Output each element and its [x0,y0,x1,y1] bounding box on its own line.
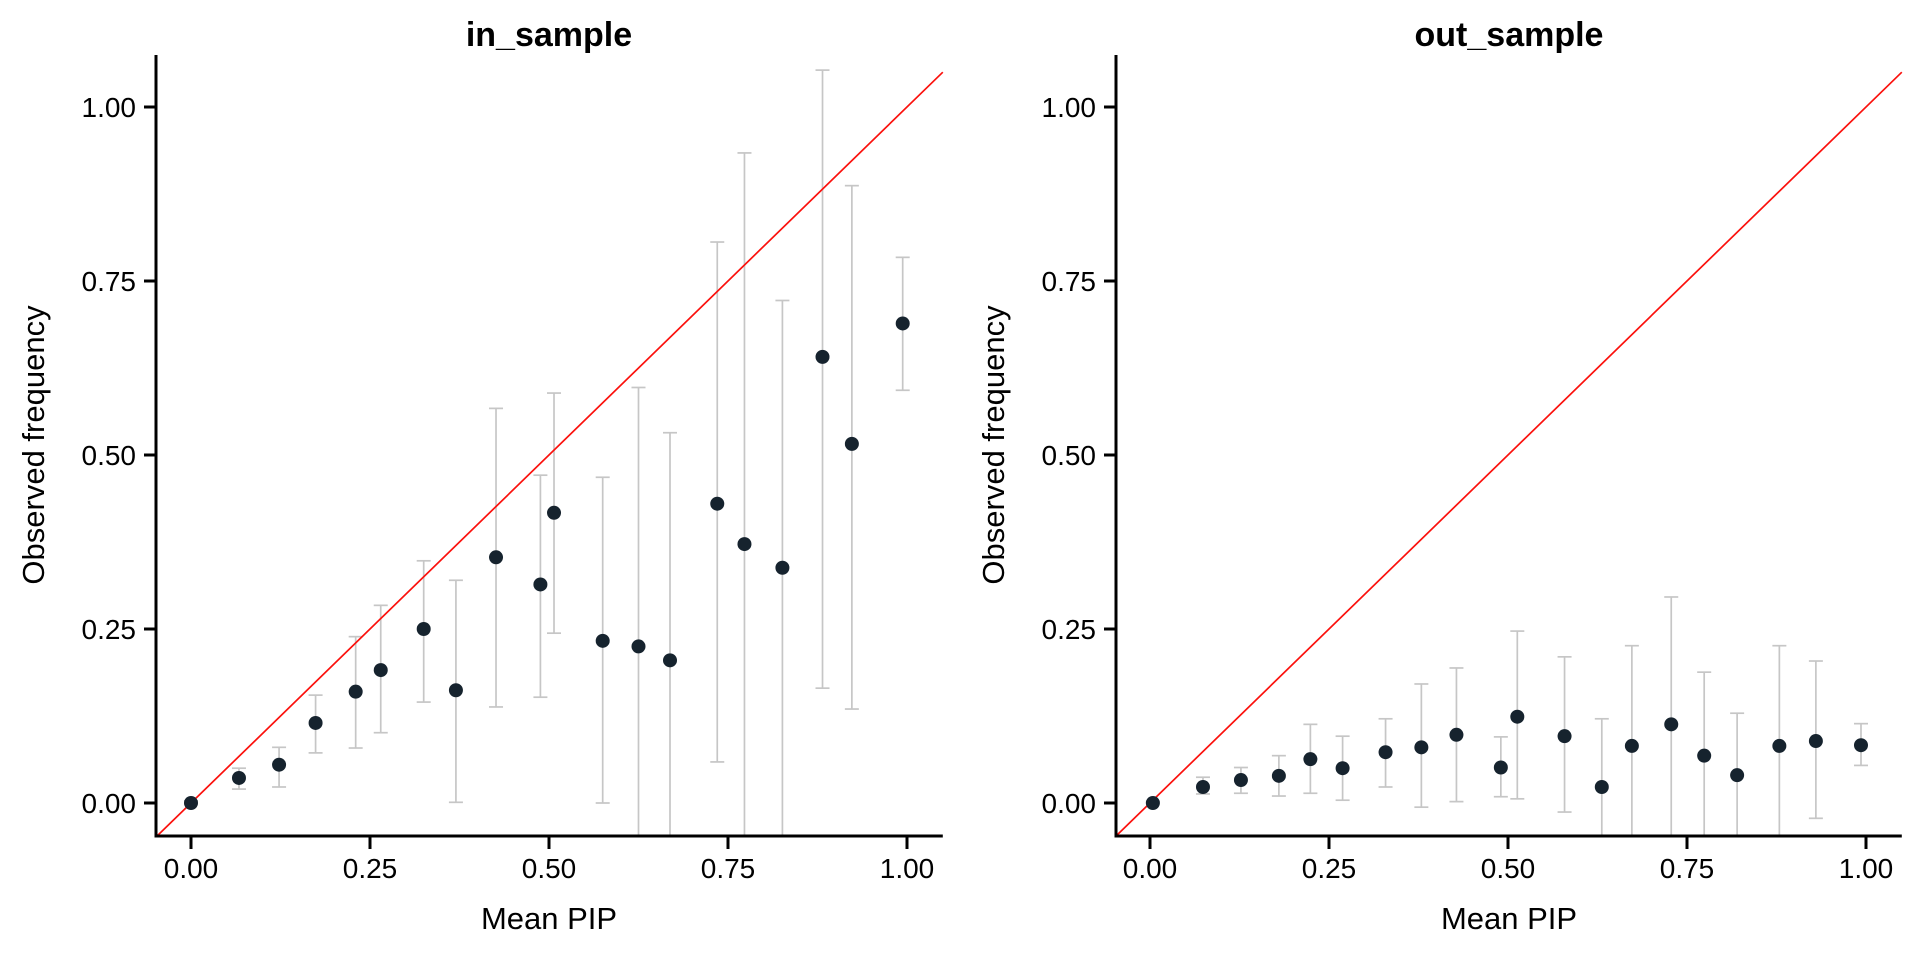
y-tick-label: 0.25 [1042,614,1097,645]
panel-title: in_sample [466,16,632,54]
data-point [348,684,363,699]
data-point [1772,738,1787,753]
data-point [895,316,910,331]
data-point [631,639,646,654]
y-tick-label: 0.50 [82,440,137,471]
data-point [1271,768,1286,783]
data-point [1335,761,1350,776]
data-point [489,550,504,565]
data-point [1449,727,1464,742]
x-tick-label: 1.00 [1839,853,1894,884]
x-tick-label: 0.75 [701,853,756,884]
x-tick-label: 0.25 [343,853,398,884]
x-axis-title: Mean PIP [1441,901,1577,936]
data-point [416,622,431,636]
y-tick-label: 0.00 [1042,788,1097,819]
error-bar [1594,717,1609,835]
data-point [1730,768,1745,783]
x-tick-label: 0.75 [1660,853,1715,884]
data-point [595,633,610,648]
y-tick-label: 0.50 [1042,440,1097,471]
y-tick-label: 0.00 [82,788,137,819]
y-tick-label: 0.75 [1042,266,1097,297]
panel-in-sample: in_sample Mean PIP Observed frequency 0.… [16,16,944,936]
data-point [308,715,323,730]
x-tick-label: 1.00 [880,853,935,884]
error-bar [737,152,752,835]
panel-plot-area: 0.00 0.25 0.50 0.75 1.00 0.00 0.25 0.50 0.75 1.00 [1042,55,1903,884]
data-point [272,757,287,772]
error-bar [1664,596,1679,835]
error-bar [631,386,646,835]
data-point [373,663,388,678]
data-point [1378,745,1393,760]
data-point [1145,796,1160,810]
data-point [1594,779,1609,794]
data-point [1853,738,1868,753]
data-point [737,537,752,552]
x-tick-label: 0.25 [1302,853,1357,884]
data-point [710,496,725,511]
panel-title: out_sample [1415,16,1604,54]
x-tick-label: 0.50 [1481,853,1536,884]
y-tick-label: 0.25 [82,614,137,645]
data-point [844,436,859,451]
data-point [1624,738,1639,753]
identity-reference-line [1116,71,1903,836]
data-point [775,560,790,575]
y-tick-label: 1.00 [1042,92,1097,123]
data-point [1697,748,1712,763]
x-tick-label: 0.00 [164,853,219,884]
error-bar [815,69,830,690]
panel-out-sample: out_sample Mean PIP Observed frequency 0… [976,16,1903,936]
y-axis-title: Observed frequency [16,305,51,585]
y-tick-label: 0.75 [82,266,137,297]
data-point [1414,740,1429,755]
x-tick-label: 0.50 [522,853,577,884]
error-bar [663,431,678,835]
data-point [663,653,678,668]
data-point [815,349,830,364]
y-axis-title: Observed frequency [976,305,1011,585]
data-point [1664,717,1679,732]
data-point [1493,760,1508,775]
data-point [547,505,562,520]
x-tick-label: 0.00 [1123,853,1178,884]
data-point [1808,734,1823,749]
y-tick-label: 1.00 [82,92,137,123]
panel-plot-area: 0.00 0.25 0.50 0.75 1.00 0.00 0.25 0.50 0.75 1.00 [82,55,944,884]
data-point [1510,709,1525,724]
data-point [1303,752,1318,767]
data-point [231,770,246,785]
data-point [1233,773,1248,788]
data-point [533,577,548,592]
x-axis-title: Mean PIP [481,901,617,936]
data-point [448,683,463,698]
data-point [184,796,198,810]
identity-reference-line [157,71,944,836]
data-point [1195,779,1210,794]
data-point [1557,729,1572,744]
